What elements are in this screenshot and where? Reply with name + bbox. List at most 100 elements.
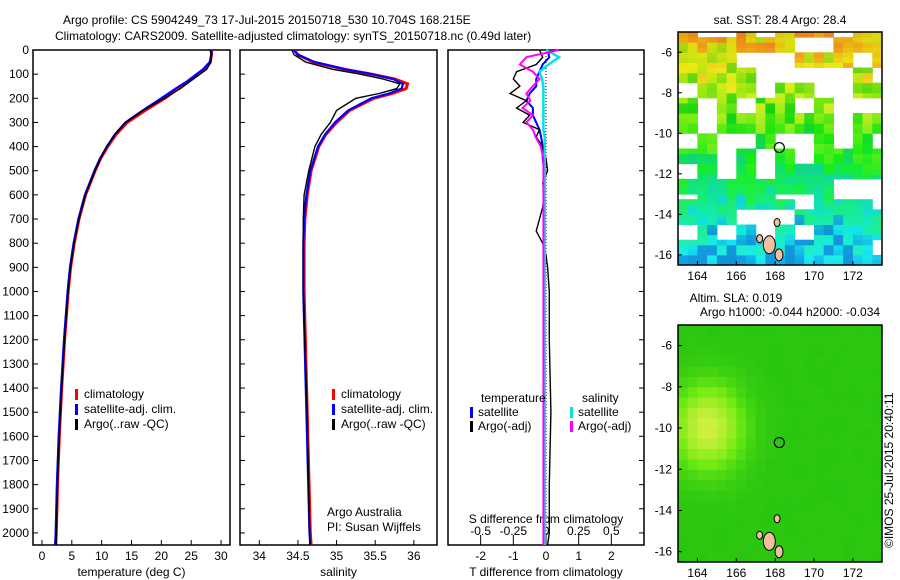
- map-cell: [746, 92, 752, 99]
- map-cell: [804, 531, 815, 542]
- map-cell: [678, 97, 684, 104]
- map-cell: [862, 214, 868, 220]
- map-cell: [707, 199, 713, 205]
- map-cell: [852, 42, 859, 48]
- map-cell: [750, 259, 757, 266]
- map-cell: [809, 244, 815, 251]
- map-cell: [731, 92, 737, 99]
- map-cell: [799, 32, 805, 38]
- map-cell: [780, 123, 786, 129]
- map-cell: [770, 178, 776, 185]
- map-cell: [843, 234, 849, 241]
- map-cell: [765, 204, 771, 210]
- lat-tick-label: -6: [661, 339, 672, 353]
- map-cell: [687, 386, 698, 398]
- map-cell: [862, 32, 868, 38]
- map-cell: [814, 531, 825, 542]
- map-cell: [707, 57, 713, 63]
- map-cell: [784, 224, 791, 231]
- map-cell: [818, 148, 825, 155]
- map-cell: [838, 57, 844, 63]
- x-tick-label: 0: [39, 549, 46, 563]
- legend-title: temperature: [481, 391, 546, 405]
- map-cell: [755, 510, 766, 522]
- map-cell: [692, 148, 698, 155]
- map-cell: [712, 52, 718, 58]
- map-cell: [765, 184, 771, 190]
- map-cell: [736, 244, 742, 251]
- island: [774, 545, 784, 559]
- map-cell: [736, 386, 747, 398]
- map-cell: [736, 32, 742, 38]
- map-cell: [716, 178, 723, 185]
- map-cell: [828, 189, 834, 195]
- map-cell: [784, 551, 796, 563]
- map-cell: [877, 148, 883, 155]
- map-cell: [775, 500, 786, 511]
- map-cell: [833, 163, 839, 170]
- map-cell: [799, 128, 805, 134]
- map-cell: [721, 184, 728, 190]
- map-cell: [794, 209, 800, 215]
- map-cell: [809, 123, 815, 129]
- map-cell: [843, 42, 849, 48]
- map-cell: [736, 77, 742, 84]
- map-cell: [702, 199, 708, 205]
- map-cell: [833, 407, 844, 419]
- map-cell: [814, 133, 820, 139]
- map-cell: [746, 189, 752, 195]
- map-cell: [726, 254, 732, 261]
- map-cell: [775, 366, 786, 377]
- x2-tick-label: -0.25: [500, 524, 528, 538]
- x-tick-label: 20: [155, 549, 169, 563]
- map-cell: [707, 209, 713, 215]
- map-cell: [867, 239, 873, 246]
- map-cell: [697, 163, 703, 170]
- map-cell: [712, 234, 718, 241]
- map-cell: [872, 254, 878, 261]
- map-cell: [678, 42, 684, 48]
- map-cell: [750, 254, 757, 261]
- map-cell: [741, 173, 747, 180]
- map-cell: [678, 386, 689, 398]
- map-cell: [692, 52, 698, 58]
- map-cell: [750, 204, 757, 210]
- map-cell: [852, 448, 864, 460]
- map-cell: [818, 199, 825, 205]
- map-cell: [726, 47, 732, 53]
- map-cell: [746, 448, 757, 460]
- map-cell: [682, 178, 689, 185]
- map-cell: [833, 47, 839, 53]
- map-cell: [746, 158, 752, 165]
- map-cell: [750, 92, 757, 99]
- map-cell: [833, 229, 839, 236]
- map-cell: [823, 62, 830, 68]
- map-cell: [872, 214, 878, 220]
- map-cell: [755, 108, 762, 114]
- map-cell: [746, 345, 757, 357]
- map-cell: [848, 158, 854, 165]
- map-cell: [799, 52, 805, 58]
- map-cell: [818, 204, 825, 210]
- map-cell: [867, 123, 873, 129]
- map-cell: [721, 87, 728, 94]
- map-cell: [755, 199, 762, 205]
- map-cell: [746, 234, 752, 241]
- map-cell: [726, 37, 732, 43]
- map-cell: [848, 259, 854, 266]
- map-cell: [843, 541, 854, 553]
- map-cell: [814, 153, 820, 160]
- map-cell: [678, 510, 689, 522]
- map-cell: [789, 102, 796, 109]
- map-cell: [799, 239, 805, 246]
- map-cell: [794, 168, 800, 175]
- map-cell: [823, 57, 830, 63]
- map-cell: [712, 239, 718, 246]
- map-cell: [755, 178, 762, 185]
- map-cell: [760, 118, 766, 124]
- map-cell: [862, 67, 868, 74]
- map-cell: [852, 397, 864, 408]
- map-cell: [731, 62, 737, 68]
- map-cell: [857, 254, 864, 261]
- map-cell: [852, 345, 864, 357]
